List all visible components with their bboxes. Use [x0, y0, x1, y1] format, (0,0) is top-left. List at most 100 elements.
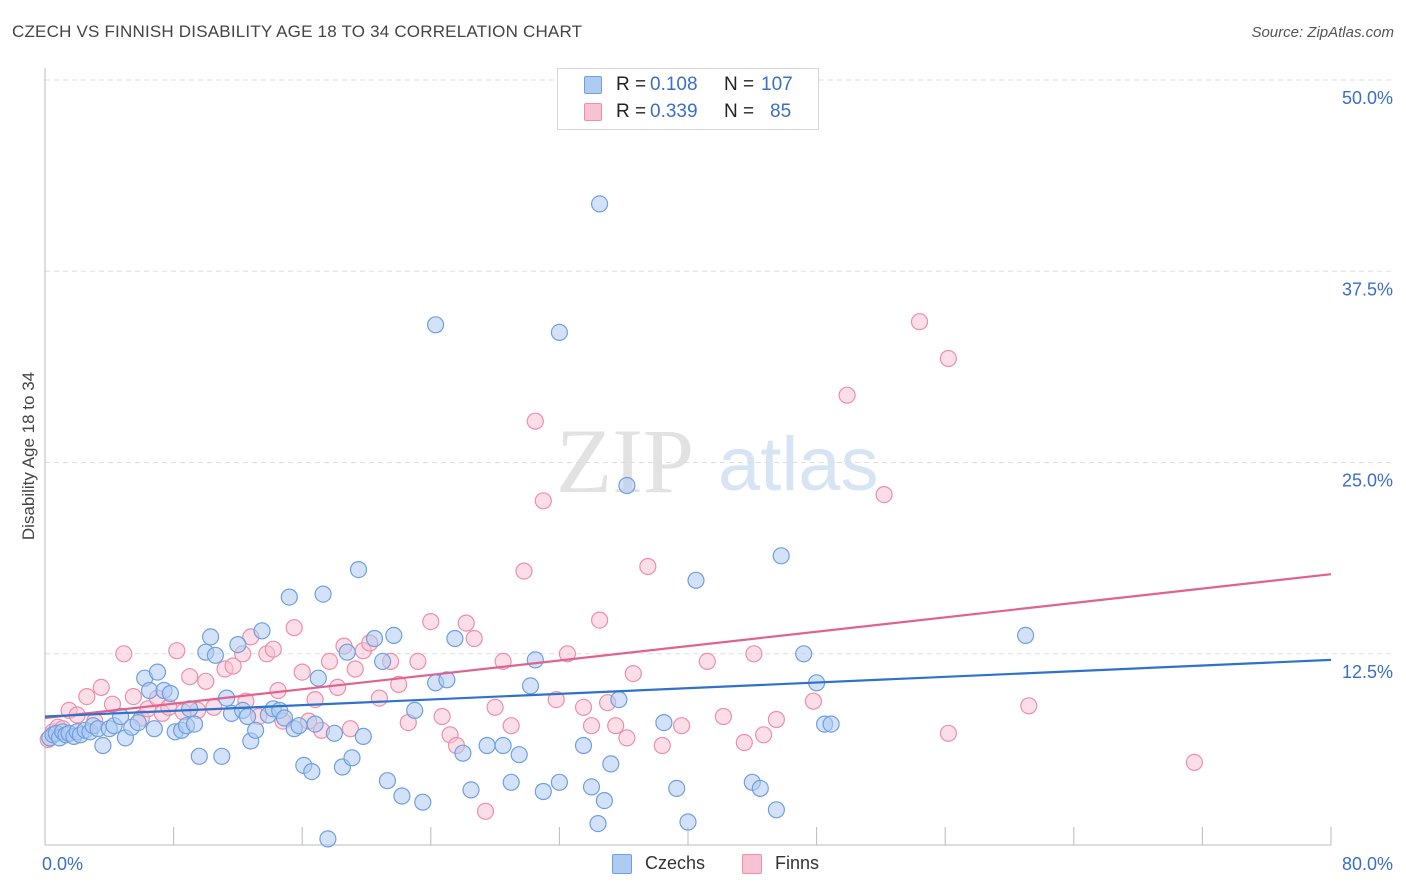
czechs-point [303, 762, 321, 781]
legend-r-value-finns: 0.339 [650, 101, 698, 122]
czechs-point [767, 801, 786, 819]
finns-point [672, 717, 691, 735]
finns-point [804, 692, 823, 710]
czechs-point [325, 724, 343, 742]
finns-point [476, 802, 495, 820]
czechs-point [140, 681, 159, 700]
finns-point [624, 664, 642, 683]
finns-point [285, 619, 303, 637]
finns-point [534, 492, 552, 510]
czechs-point [795, 645, 813, 663]
czechs-point [494, 736, 512, 755]
finns-point [433, 707, 451, 726]
legend-swatch-finns [584, 103, 602, 121]
czechs-point [145, 720, 163, 738]
finns-point [465, 629, 483, 648]
finns-point [574, 698, 593, 716]
czechs-point [462, 781, 480, 799]
legend-n-label: N = [724, 101, 755, 122]
finns-point [745, 645, 763, 663]
czechs-points [41, 195, 1035, 848]
finns-point [390, 675, 408, 694]
czechs-point [247, 721, 265, 739]
czechs-point [378, 772, 396, 790]
czechs-point [206, 646, 224, 664]
finns-point [767, 710, 786, 729]
legend-n-value-czechs: 107 [761, 74, 793, 95]
czechs-point [590, 195, 609, 213]
gridlines [45, 79, 1395, 655]
finns-point [168, 642, 186, 660]
czechs-point [406, 701, 424, 720]
czechs-point [202, 628, 220, 646]
czechs-point [414, 793, 432, 811]
czechs-trend-line [44, 658, 1332, 718]
czechs-point [446, 629, 464, 648]
czechs-point [668, 779, 686, 798]
watermark-atlas: atlas [718, 422, 879, 507]
czechs-point [618, 476, 636, 495]
czechs-point [550, 323, 569, 341]
czechs-point [610, 690, 628, 709]
finns-point [607, 717, 625, 735]
finns-points [39, 313, 1204, 820]
source-label: Source: ZipAtlas.com [1251, 24, 1394, 41]
czechs-point [772, 547, 790, 565]
finns-point [653, 736, 671, 755]
czechs-point [751, 779, 769, 798]
watermark-zip: ZIP [556, 410, 694, 512]
czechs-point [275, 709, 294, 727]
legend-n-value-finns: 85 [770, 101, 792, 122]
finns-point [341, 720, 359, 738]
czechs-point [148, 663, 167, 681]
finns-point [547, 690, 565, 709]
czechs-point [290, 717, 308, 735]
series-label-czechs: Czechs [645, 853, 706, 873]
czechs-point [306, 715, 324, 733]
czechs-point [94, 736, 112, 755]
czechs-point [655, 713, 673, 732]
finns-point [409, 652, 427, 671]
czechs-point [190, 747, 208, 765]
czechs-point [338, 643, 356, 661]
finns-point [910, 313, 929, 331]
x-tick-label-min: 0.0% [42, 854, 83, 874]
finns-point [875, 486, 893, 504]
czechs-point [510, 746, 528, 764]
finns-point [78, 687, 96, 706]
legend-row-czechs: R = 0.108 N = 107 [558, 73, 820, 99]
finns-point [457, 614, 475, 632]
finns-point [582, 717, 601, 735]
finns-point [558, 645, 577, 663]
czechs-point [129, 713, 147, 732]
legend-r-label: R = [616, 74, 647, 95]
czechs-point [687, 571, 705, 589]
finns-point [838, 386, 856, 404]
y-axis-label: Disability Age 18 to 34 [19, 372, 38, 540]
finns-point [181, 668, 199, 686]
finns-point [224, 657, 242, 675]
finns-point [1185, 753, 1204, 772]
czechs-point [589, 814, 607, 833]
legend-swatch-czechs [584, 76, 602, 94]
czechs-point [478, 736, 496, 755]
czechs-point [521, 677, 540, 695]
finns-point [698, 652, 716, 671]
finns-point [92, 678, 110, 697]
finns-point [264, 640, 282, 658]
czechs-point [595, 791, 614, 810]
czechs-point [1016, 626, 1035, 645]
watermark: ZIP atlas [556, 410, 879, 512]
czechs-point [534, 782, 552, 801]
correlation-legend: R = 0.108 N = 107 R = 0.339 N = 85 [557, 68, 819, 130]
series-swatch-finns [742, 854, 762, 874]
czechs-point [309, 669, 327, 687]
finns-trend-line [44, 573, 1332, 720]
czechs-point [427, 316, 445, 334]
czechs-point [319, 830, 337, 848]
czechs-point [393, 787, 411, 805]
finns-point [422, 612, 440, 631]
y-tick-label: 25.0% [1342, 471, 1393, 491]
czechs-point [349, 560, 368, 579]
